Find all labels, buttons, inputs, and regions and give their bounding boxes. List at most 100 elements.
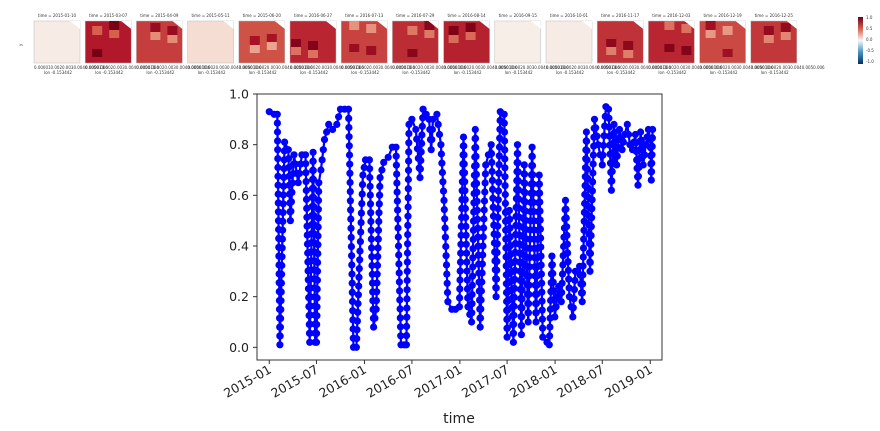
- series-marker: [615, 125, 624, 134]
- panel-heatmap: [545, 20, 593, 64]
- series-marker: [583, 156, 591, 164]
- series-marker: [306, 329, 314, 337]
- series-marker: [367, 209, 375, 217]
- series-marker: [274, 146, 282, 154]
- series-marker: [348, 288, 356, 296]
- series-marker: [500, 128, 509, 136]
- series-marker: [314, 223, 322, 231]
- series-marker: [570, 286, 578, 294]
- series-marker: [403, 249, 412, 257]
- panel-texture: [407, 40, 418, 49]
- series-marker: [583, 165, 591, 173]
- series-marker: [355, 273, 363, 281]
- series-marker: [306, 320, 314, 328]
- series-marker: [480, 206, 488, 214]
- panel-x-caption: 0.000010.0020.0030.0040.0050.006: [597, 65, 671, 70]
- series-marker: [325, 120, 333, 128]
- series-marker: [287, 198, 295, 206]
- panel-corner: [633, 21, 644, 29]
- series-marker: [521, 189, 529, 197]
- panel-texture: [308, 41, 318, 50]
- series-marker: [462, 231, 470, 239]
- series-marker: [493, 249, 501, 257]
- series-marker: [302, 178, 310, 186]
- series-marker: [309, 148, 317, 156]
- series-marker: [355, 282, 363, 290]
- series-marker: [639, 161, 647, 169]
- series-marker: [539, 324, 547, 332]
- series-marker: [359, 171, 367, 179]
- series-marker: [366, 165, 374, 173]
- panel-texture: [606, 30, 617, 39]
- series-marker: [395, 269, 403, 277]
- series-marker: [313, 276, 321, 284]
- series-marker: [493, 257, 501, 265]
- panel-title: time = 2016-11-17: [601, 13, 640, 18]
- series-marker: [588, 214, 596, 222]
- series-marker: [468, 272, 477, 280]
- series-marker: [494, 196, 502, 204]
- series-marker: [376, 182, 384, 190]
- series-marker: [501, 182, 509, 190]
- series-marker: [367, 226, 375, 234]
- series-marker: [493, 231, 502, 239]
- series-marker: [514, 150, 522, 158]
- series-marker: [509, 338, 517, 346]
- series-marker: [439, 178, 447, 186]
- series-marker: [274, 163, 282, 172]
- series-marker: [469, 263, 477, 271]
- colorbar-ticks: 1.0 0.5 0.0 -0.5 -1.0: [866, 15, 874, 64]
- panel-texture: [150, 23, 161, 32]
- panel-texture: [167, 42, 178, 51]
- panel-x-caption: 0.000010.0020.0030.0040.0050.006: [188, 65, 262, 70]
- series-marker: [402, 341, 410, 349]
- panel-x-caption: 0.000010.0020.0030.0040.0050.006: [290, 65, 364, 70]
- series-marker: [583, 147, 591, 155]
- series-marker: [513, 141, 522, 149]
- series-marker: [290, 151, 298, 159]
- panel-texture: [722, 48, 733, 57]
- series-marker: [582, 128, 590, 136]
- series-marker: [405, 148, 413, 156]
- series-marker: [593, 132, 601, 140]
- panel-texture: [763, 26, 774, 35]
- series-marker: [274, 172, 282, 180]
- series-marker: [590, 115, 599, 123]
- series-marker: [375, 200, 383, 208]
- panel-texture: [349, 43, 360, 52]
- series-marker: [563, 240, 571, 248]
- series-marker: [428, 125, 436, 134]
- panel-texture: [664, 43, 675, 52]
- series-marker: [367, 217, 375, 226]
- series-marker: [503, 333, 511, 341]
- panel-texture: [291, 30, 301, 39]
- series-marker: [412, 125, 420, 134]
- time-panel: time = 2016-06-27 0.000010.0020.0030.0040…: [289, 13, 364, 75]
- series-marker: [288, 188, 296, 196]
- series-marker: [588, 187, 596, 195]
- series-marker: [494, 213, 502, 221]
- series-marker: [461, 196, 469, 204]
- series-marker: [579, 262, 587, 270]
- series-marker: [529, 180, 537, 188]
- series-marker: [599, 141, 608, 150]
- series-marker: [514, 168, 522, 176]
- series-marker: [395, 278, 403, 286]
- panel-x-caption: 0.000010.0020.0030.0040.0050.006: [392, 65, 466, 70]
- panel-texture: [266, 33, 277, 42]
- panel-texture: [448, 42, 459, 51]
- panel-texture: [681, 32, 692, 41]
- series-marker: [440, 196, 448, 204]
- series-marker: [279, 200, 287, 208]
- series-marker: [510, 302, 518, 310]
- series-marker: [276, 332, 284, 340]
- series-marker: [394, 215, 402, 223]
- panel-texture: [780, 31, 791, 40]
- series-marker: [634, 172, 642, 180]
- series-marker: [537, 270, 545, 278]
- series-marker: [474, 233, 482, 241]
- series-marker: [429, 115, 437, 123]
- series-marker: [416, 174, 424, 182]
- colorbar-tick-label: 0.0: [866, 37, 873, 42]
- panel-texture: [424, 29, 435, 38]
